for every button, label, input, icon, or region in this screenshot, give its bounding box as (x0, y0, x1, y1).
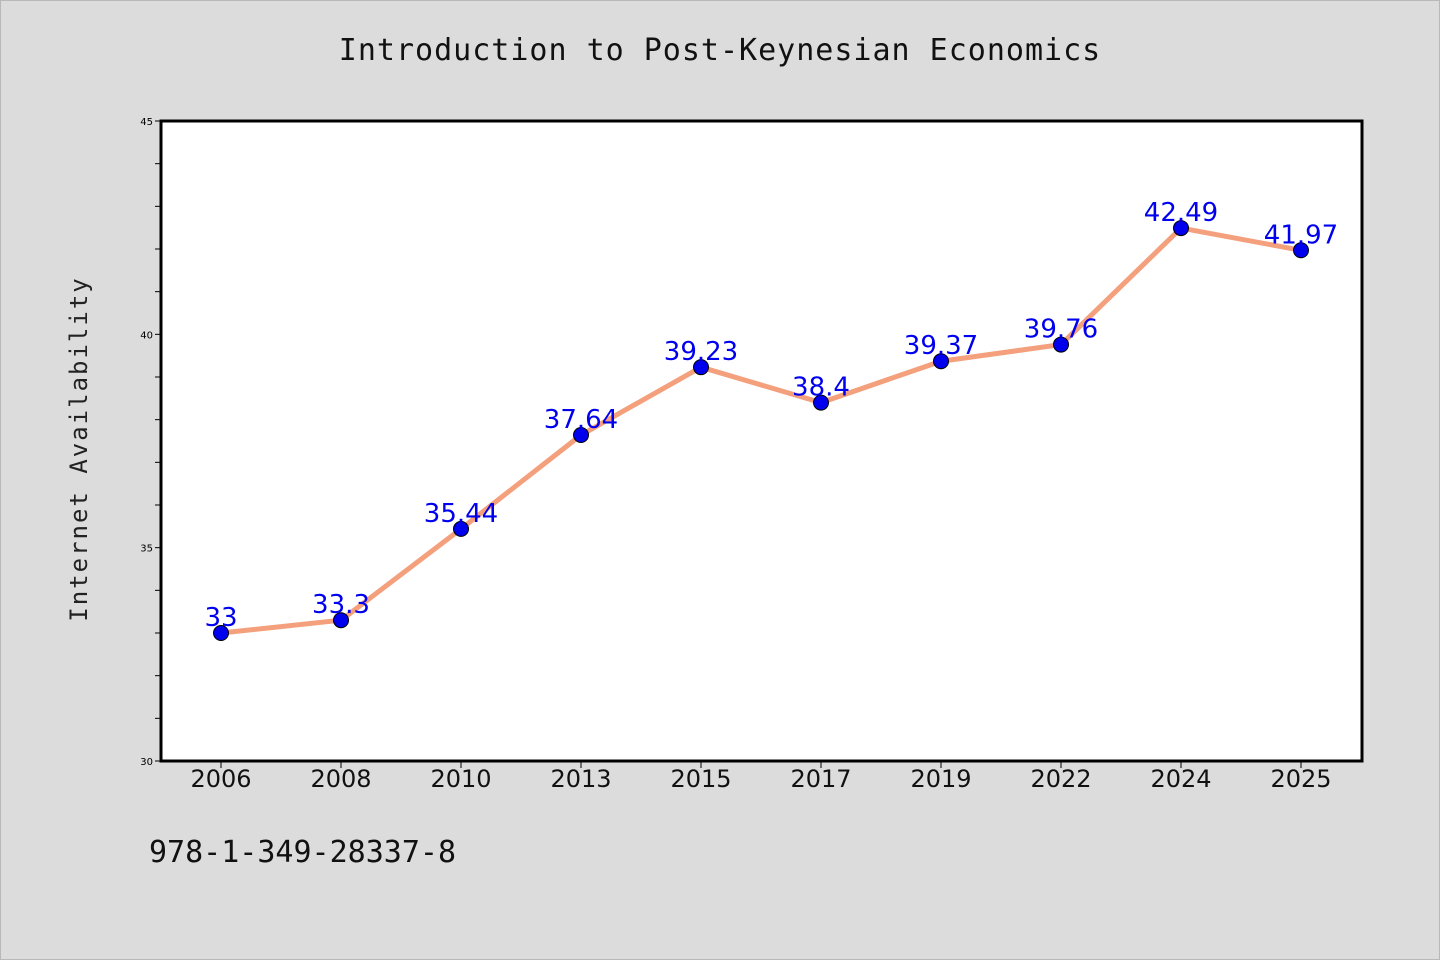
isbn-code: 978-1-349-28337-8 (149, 835, 457, 870)
data-label: 35.44 (424, 499, 498, 529)
data-label: 39.37 (904, 331, 978, 361)
y-tick-label: 30 (140, 757, 153, 768)
x-tick-label: 2008 (310, 765, 371, 793)
series-line (220, 225, 1302, 636)
data-point (573, 427, 589, 444)
x-tick-label: 2006 (190, 765, 251, 793)
data-label: 38.4 (792, 373, 850, 403)
y-axis: 30 35 40 45 (140, 117, 161, 768)
data-label: 39.76 (1024, 315, 1098, 345)
data-label: 33.3 (312, 590, 370, 620)
data-label: 42.49 (1144, 198, 1218, 228)
plot-area (159, 119, 1364, 763)
y-tick-label: 40 (140, 330, 153, 341)
data-label: 41.97 (1264, 220, 1338, 250)
data-point (813, 394, 829, 411)
x-tick-label: 2019 (910, 765, 971, 793)
data-point (213, 625, 229, 641)
data-point (1293, 242, 1309, 259)
x-tick-label: 2022 (1030, 765, 1091, 793)
data-point (333, 612, 349, 629)
x-tick-label: 2015 (670, 765, 731, 793)
data-point (1173, 220, 1189, 237)
y-tick-label: 35 (140, 544, 153, 555)
x-tick-label: 2010 (430, 765, 491, 793)
series-layer: 33 33.3 35.44 37.64 39.23 38.4 39.37 39.76 42.49… (204, 198, 1338, 641)
data-point (933, 353, 949, 370)
x-tick-label: 2017 (790, 765, 851, 793)
chart-title: Introduction to Post-Keynesian Economics (338, 33, 1102, 68)
data-point (453, 520, 469, 537)
data-label: 39.23 (664, 337, 738, 367)
x-tick-label: 2025 (1270, 765, 1331, 793)
x-tick-label: 2013 (550, 765, 611, 793)
data-point (693, 359, 709, 376)
x-axis: 2006 2008 2010 2013 2015 2017 2019 2022 2024 2025 (190, 761, 1332, 793)
data-label: 37.64 (544, 405, 618, 435)
x-tick-label: 2024 (1150, 765, 1211, 793)
data-label: 33 (204, 603, 237, 633)
data-point (1053, 336, 1069, 353)
y-tick-label: 45 (140, 117, 153, 128)
